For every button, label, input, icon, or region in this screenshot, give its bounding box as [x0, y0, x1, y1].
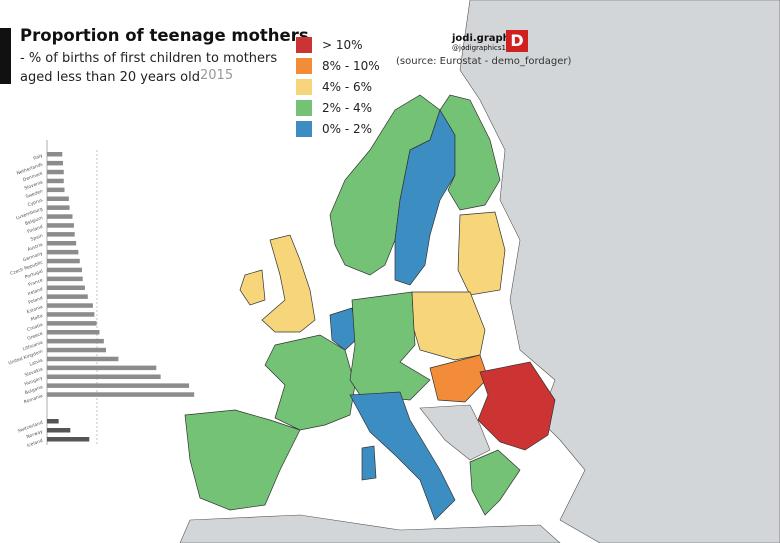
chart-bar: [47, 267, 82, 273]
chart-bar: [47, 294, 88, 299]
chart-category-label: Belgium: [24, 215, 43, 227]
legend-swatch: [296, 99, 312, 116]
region-france: [264, 334, 356, 431]
chart-category-label: Croatia: [26, 322, 43, 333]
subtitle-line-1: - % of births of first children to mothe…: [20, 51, 278, 66]
region-north-africa: [179, 514, 561, 543]
legend-item-2-4: 2% - 4%: [296, 97, 380, 118]
chart-category-label: France: [28, 277, 44, 288]
region-sardinia: [361, 445, 377, 481]
brand-logo: D: [506, 30, 528, 52]
legend-swatch: [296, 36, 312, 53]
legend-label: 0% - 2%: [322, 121, 373, 136]
legend-item-0-2: 0% - 2%: [296, 118, 380, 139]
chart-category-label: Sweden: [25, 188, 44, 200]
chart-bar: [47, 356, 119, 362]
legend-label: 2% - 4%: [322, 100, 373, 115]
source-note: (source: Eurostat - demo_fordager): [396, 56, 572, 67]
title-accent-bar: [0, 28, 11, 84]
chart-bar: [47, 437, 90, 442]
region-baltics: [457, 211, 506, 296]
region-romania-bulgaria: [477, 361, 556, 451]
chart-bar: [47, 205, 70, 210]
chart-bar: [47, 419, 59, 424]
region-finland: [439, 94, 501, 211]
chart-bar: [47, 178, 64, 184]
chart-bar: [47, 303, 93, 308]
chart-bar: [47, 214, 73, 219]
chart-bar: [47, 169, 64, 175]
brand-name: jodi.graphics: [452, 33, 526, 44]
chart-bar: [47, 338, 104, 344]
chart-category-label: Norway: [26, 429, 44, 441]
legend-item-over-10: > 10%: [296, 34, 380, 55]
chart-category-label: Spain: [30, 233, 44, 243]
legend-swatch: [296, 120, 312, 137]
chart-bar: [47, 312, 95, 317]
legend-item-4-6: 4% - 6%: [296, 76, 380, 97]
chart-category-label: Finland: [27, 224, 44, 235]
chart-category-label: Latvia: [29, 357, 44, 367]
chart-bar: [47, 383, 190, 388]
subtitle: - % of births of first children to mothe…: [20, 49, 277, 87]
chart-category-label: Poland: [28, 295, 44, 306]
chart-bar: [47, 160, 64, 166]
chart-bar: [47, 249, 79, 255]
region-balkans: [419, 404, 491, 461]
chart-bar: [47, 258, 80, 264]
chart-category-label: Iceland: [26, 438, 43, 449]
chart-category-label: Cyprus: [27, 197, 44, 208]
region-italy: [349, 391, 456, 521]
chart-bar: [47, 241, 77, 246]
chart-bar: [47, 330, 100, 335]
region-uk-ireland: [239, 234, 316, 333]
chart-category-label: Ireland: [27, 286, 44, 297]
chart-bar: [47, 321, 97, 326]
region-poland: [411, 291, 486, 361]
legend-item-8-10: 8% - 10%: [296, 55, 380, 76]
chart-category-label: Estonia: [26, 304, 44, 315]
chart-category-label: Greece: [27, 331, 44, 342]
bar-chart: ItalyNetherlandsDenmarkSloveniaSwedenCyp…: [8, 140, 195, 449]
year-label: 2015: [200, 68, 234, 83]
chart-bar: [47, 347, 107, 353]
chart-bar: [47, 285, 85, 290]
region-hungary-slovakia: [429, 354, 489, 403]
chart-bar: [47, 276, 83, 282]
chart-bar: [47, 374, 161, 379]
chart-bar: [47, 428, 71, 433]
region-greece: [469, 449, 521, 516]
legend: > 10% 8% - 10% 4% - 6% 2% - 4% 0% - 2%: [296, 34, 380, 139]
region-non-eu-east: [459, 0, 780, 543]
chart-bar: [47, 392, 195, 397]
chart-category-label: Austria: [27, 242, 44, 253]
legend-label: 8% - 10%: [322, 58, 380, 73]
legend-swatch: [296, 57, 312, 74]
chart-bar: [47, 365, 157, 371]
chart-category-label: Italy: [32, 153, 44, 162]
chart-bar: [47, 196, 69, 201]
region-iberia: [184, 409, 301, 511]
chart-category-label: Malta: [30, 313, 44, 323]
chart-bar: [47, 223, 74, 228]
chart-bar: [47, 187, 65, 193]
brand-handle: @jodigraphics15: [452, 44, 511, 52]
legend-label: 4% - 6%: [322, 79, 373, 94]
region-benelux: [329, 307, 359, 351]
page-title: Proportion of teenage mothers: [20, 26, 309, 45]
subtitle-line-2: aged less than 20 years old: [20, 70, 200, 85]
legend-label: > 10%: [322, 37, 363, 52]
legend-swatch: [296, 78, 312, 95]
chart-bar: [47, 152, 63, 157]
chart-bar: [47, 232, 75, 237]
